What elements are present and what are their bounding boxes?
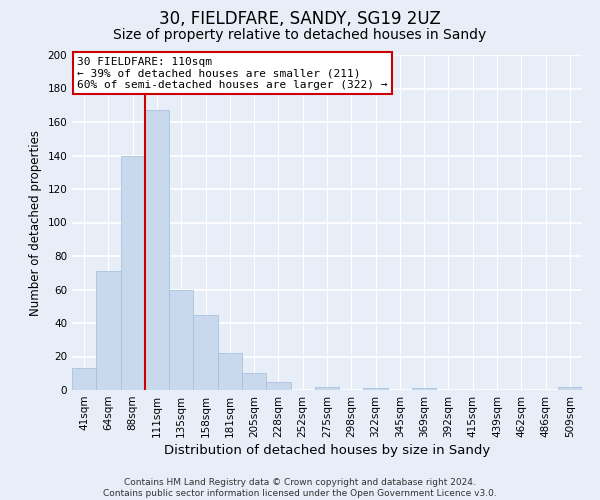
Text: 30 FIELDFARE: 110sqm
← 39% of detached houses are smaller (211)
60% of semi-deta: 30 FIELDFARE: 110sqm ← 39% of detached h…: [77, 56, 388, 90]
Bar: [364, 388, 388, 390]
Bar: [169, 290, 193, 390]
Bar: [121, 156, 145, 390]
Bar: [193, 314, 218, 390]
Bar: [558, 386, 582, 390]
Bar: [72, 368, 96, 390]
Bar: [96, 271, 121, 390]
Bar: [266, 382, 290, 390]
Bar: [242, 373, 266, 390]
Bar: [145, 110, 169, 390]
X-axis label: Distribution of detached houses by size in Sandy: Distribution of detached houses by size …: [164, 444, 490, 457]
Y-axis label: Number of detached properties: Number of detached properties: [29, 130, 42, 316]
Text: Size of property relative to detached houses in Sandy: Size of property relative to detached ho…: [113, 28, 487, 42]
Bar: [412, 388, 436, 390]
Text: 30, FIELDFARE, SANDY, SG19 2UZ: 30, FIELDFARE, SANDY, SG19 2UZ: [159, 10, 441, 28]
Bar: [218, 353, 242, 390]
Bar: [315, 386, 339, 390]
Text: Contains HM Land Registry data © Crown copyright and database right 2024.
Contai: Contains HM Land Registry data © Crown c…: [103, 478, 497, 498]
